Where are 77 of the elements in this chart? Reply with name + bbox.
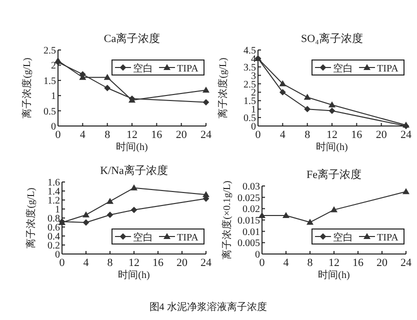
chart-title: Ca离子浓度 bbox=[104, 32, 160, 45]
legend-label: 空白 bbox=[133, 232, 153, 244]
y-tick-label: 0 bbox=[55, 250, 60, 260]
y-tick-label: 2 bbox=[51, 60, 56, 72]
legend-label: TIPA bbox=[377, 232, 400, 244]
legend-label: TIPA bbox=[177, 232, 200, 244]
y-axis-title: 离子浓度(g/L) bbox=[21, 58, 33, 118]
y-tick-label: 0.015 bbox=[238, 216, 260, 226]
y-axis-title: 离子浓度(g/L) bbox=[217, 58, 229, 118]
y-tick-label: 0 bbox=[251, 122, 256, 132]
y-tick-label: 1 bbox=[55, 204, 60, 216]
x-tick-label: 16 bbox=[151, 129, 163, 141]
y-tick-label: 1.2 bbox=[48, 196, 60, 206]
legend-label: 空白 bbox=[333, 62, 353, 74]
x-tick-label: 24 bbox=[200, 257, 212, 269]
y-tick-label: 0.01 bbox=[242, 226, 260, 238]
y-tick-label: 0.5 bbox=[44, 106, 56, 118]
x-tick-label: 20 bbox=[176, 129, 188, 141]
y-tick-label: 0.8 bbox=[48, 214, 60, 224]
legend-label: TIPA bbox=[377, 64, 400, 74]
chart-title: Fe离子浓度 bbox=[306, 168, 362, 181]
y-tick-label: 0.5 bbox=[244, 113, 256, 124]
legend-label: 空白 bbox=[133, 62, 153, 74]
caption: 图4 水泥净浆溶液离子浓度 bbox=[149, 301, 267, 313]
x-axis-title: 时间(h) bbox=[118, 269, 150, 281]
chart-title: SO₄离子浓度 bbox=[301, 32, 363, 45]
x-tick-label: 16 bbox=[352, 257, 364, 269]
x-tick-label: 8 bbox=[107, 257, 114, 269]
x-tick-label: 24 bbox=[200, 129, 212, 141]
y-tick-label: 1 bbox=[51, 91, 56, 102]
x-tick-label: 20 bbox=[376, 129, 388, 141]
y-tick-label: 1 bbox=[251, 104, 256, 116]
y-tick-label: 1.6 bbox=[48, 178, 60, 188]
y-tick-label: 0 bbox=[255, 250, 260, 260]
y-tick-label: 0.6 bbox=[48, 222, 60, 234]
x-tick-label: 20 bbox=[376, 257, 388, 269]
y-tick-label: 0.2 bbox=[48, 240, 60, 252]
x-tick-label: 24 bbox=[400, 257, 412, 269]
y-tick-label: 0.025 bbox=[238, 192, 260, 204]
x-tick-label: 4 bbox=[283, 257, 290, 269]
chart-title: K/Na离子浓度 bbox=[100, 164, 168, 177]
x-tick-label: 16 bbox=[351, 129, 363, 141]
y-axis-title: 离子浓度(g/L) bbox=[25, 188, 37, 248]
y-tick-label: 3 bbox=[251, 70, 256, 82]
x-tick-label: 12 bbox=[328, 257, 340, 269]
x-tick-label: 8 bbox=[304, 129, 311, 141]
y-tick-label: 1.5 bbox=[244, 96, 256, 108]
x-tick-label: 4 bbox=[80, 129, 86, 141]
legend-label: TIPA bbox=[177, 64, 200, 74]
y-tick-label: 4 bbox=[251, 54, 256, 65]
x-tick-label: 8 bbox=[104, 129, 111, 141]
legend-label: 空白 bbox=[333, 232, 353, 244]
y-tick-label: 2.5 bbox=[44, 46, 56, 56]
y-tick-label: 0.03 bbox=[242, 182, 260, 192]
x-tick-label: 20 bbox=[176, 257, 188, 269]
x-tick-label: 16 bbox=[152, 257, 164, 269]
x-axis-title: 时间(h) bbox=[316, 141, 348, 153]
y-tick-label: 0.4 bbox=[48, 232, 60, 242]
y-tick-label: 0.005 bbox=[238, 238, 260, 250]
y-tick-label: 1.4 bbox=[48, 186, 60, 198]
y-tick-label: 2.5 bbox=[244, 79, 256, 90]
y-tick-label: 0.02 bbox=[242, 204, 260, 216]
x-tick-label: 12 bbox=[128, 257, 140, 269]
x-tick-label: 4 bbox=[83, 257, 90, 269]
y-tick-label: 2 bbox=[251, 88, 256, 99]
x-tick-label: 8 bbox=[307, 257, 314, 269]
y-tick-label: 4.5 bbox=[244, 46, 256, 56]
y-tick-label: 0 bbox=[51, 122, 56, 132]
x-tick-label: 12 bbox=[326, 129, 338, 141]
x-axis-title: 时间(h) bbox=[116, 141, 148, 153]
y-axis-title: 离子浓度(×0.1g/L) bbox=[221, 180, 233, 260]
x-tick-label: 24 bbox=[400, 129, 412, 141]
x-tick-label: 4 bbox=[280, 129, 286, 141]
x-tick-label: 12 bbox=[126, 129, 138, 141]
y-tick-label: 1.5 bbox=[44, 76, 56, 87]
y-tick-label: 3.5 bbox=[244, 62, 256, 74]
x-axis-title: 时间(h) bbox=[318, 269, 350, 281]
